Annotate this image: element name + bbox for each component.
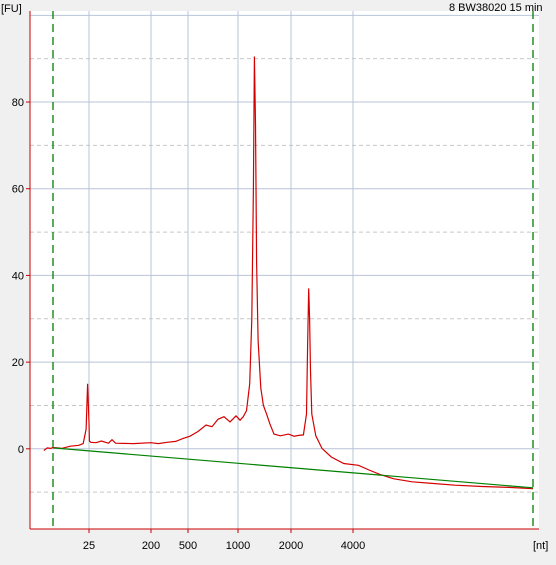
baseline-line <box>52 447 534 489</box>
x-tick-label: 500 <box>179 540 197 552</box>
y-tick-label: 40 <box>12 270 24 282</box>
x-tick-label: 25 <box>83 540 95 552</box>
grid-lines <box>30 11 539 529</box>
y-tick-label: 20 <box>12 357 24 369</box>
x-tick-label: 200 <box>142 540 160 552</box>
trace-line <box>43 56 534 490</box>
y-axis-ticks: 0 20 40 60 80 <box>12 97 30 456</box>
data-series <box>43 56 534 490</box>
y-axis-unit: [FU] <box>1 3 22 15</box>
y-tick-label: 60 <box>12 184 24 196</box>
x-axis-unit: [nt] <box>533 540 548 552</box>
region-markers <box>52 11 534 529</box>
x-axis-ticks: 25 200 500 1000 2000 4000 <box>83 529 365 552</box>
x-tick-label: 4000 <box>341 540 365 552</box>
x-tick-label: 2000 <box>279 540 303 552</box>
y-tick-label: 80 <box>12 97 24 109</box>
x-tick-label: 1000 <box>226 540 250 552</box>
y-tick-label: 0 <box>18 444 24 456</box>
chart-title: 8 BW38020 15 min <box>449 2 543 14</box>
plot-background <box>30 11 539 529</box>
